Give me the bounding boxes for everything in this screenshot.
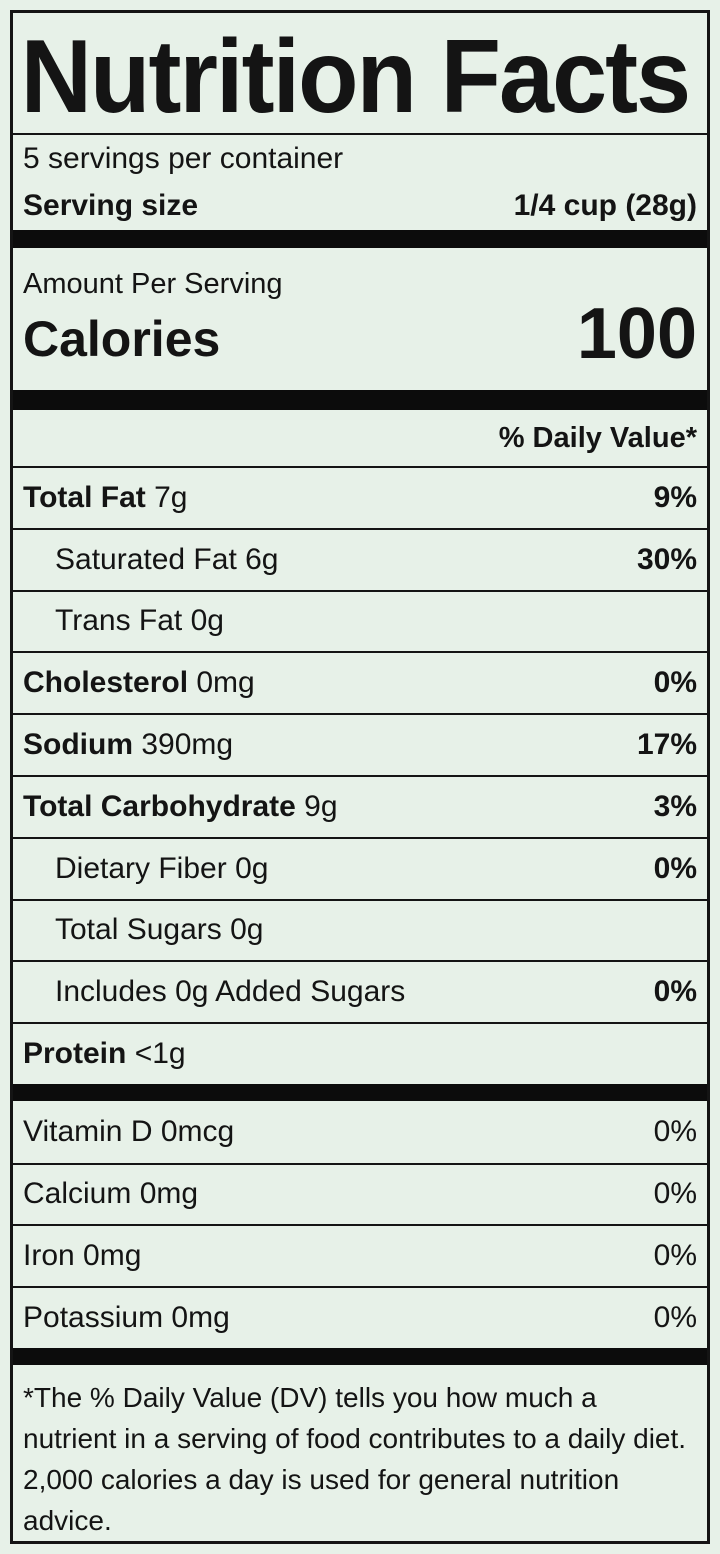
thick-bar-protein (13, 1083, 707, 1101)
nutrient-name: Total Fat (23, 480, 146, 514)
nutrient-row-added-sugars: Includes 0g Added Sugars 0% (13, 960, 707, 1022)
nutrient-amount: 9g (304, 789, 338, 823)
nutrient-dv: 9% (653, 480, 697, 514)
nutrient-name: Vitamin D (23, 1114, 153, 1148)
serving-size-row: Serving size 1/4 cup (28g) (13, 183, 707, 230)
amount-per-serving: Amount Per Serving (23, 268, 283, 301)
nutrient-row-saturated-fat: Saturated Fat 6g 30% (13, 527, 707, 590)
nutrient-row-protein: Protein <1g (13, 1022, 707, 1084)
calories-value: 100 (576, 294, 697, 375)
nutrient-dv: 0% (653, 1114, 697, 1148)
nutrient-amount: 0mg (139, 1177, 199, 1211)
nutrient-dv: 0% (653, 1301, 697, 1335)
calories-label: Calories (23, 311, 221, 368)
nutrient-amount: 0mg (171, 1301, 230, 1335)
nutrient-name: Dietary Fiber (55, 851, 227, 885)
nutrient-name: Total Sugars (55, 913, 222, 947)
micronutrient-row-potassium: Potassium 0mg 0% (13, 1286, 707, 1348)
nutrient-text: Includes 0g Added Sugars (55, 975, 405, 1009)
nutrient-amount: 390mg (141, 728, 234, 762)
nutrient-name: Potassium (23, 1301, 164, 1335)
nutrient-text: Trans Fat 0g (55, 604, 224, 638)
nutrient-amount: 0g (235, 851, 269, 885)
nutrient-name: Cholesterol (23, 666, 189, 700)
thick-bar-calories (13, 390, 707, 411)
nutrient-row-total-sugars: Total Sugars 0g (13, 898, 707, 961)
nutrient-amount: 6g (245, 542, 279, 576)
nutrient-row-dietary-fiber: Dietary Fiber 0g 0% (13, 836, 707, 899)
calories-row: Calories 100 (13, 294, 707, 390)
nutrient-name: Calcium (23, 1177, 132, 1211)
nutrient-dv: 0% (653, 851, 697, 885)
thick-bar-footnote (13, 1347, 707, 1365)
nutrient-amount: 0mg (83, 1239, 142, 1273)
thick-bar-serving (13, 230, 707, 249)
nutrient-amount: <1g (134, 1036, 186, 1070)
nutrient-amount: 0mg (196, 666, 255, 700)
nutrient-text: Calcium 0mg (23, 1177, 198, 1211)
nutrient-text: Protein <1g (23, 1037, 186, 1071)
nutrient-text: Total Sugars 0g (55, 913, 263, 947)
nutrient-amount: 0g (190, 604, 224, 638)
nutrient-name: Sodium (23, 728, 133, 762)
nutrient-name: Saturated Fat (55, 542, 237, 576)
nutrient-name: Includes 0g Added Sugars (55, 975, 406, 1009)
nutrient-dv: 0% (653, 975, 697, 1009)
nutrient-name: Total Carbohydrate (23, 789, 296, 823)
nutrient-amount: 0mcg (160, 1114, 235, 1148)
micronutrient-row-vitamin-d: Vitamin D 0mcg 0% (13, 1101, 707, 1163)
micronutrient-row-calcium: Calcium 0mg 0% (13, 1162, 707, 1225)
nutrient-text: Total Carbohydrate 9g (23, 790, 338, 824)
nutrient-text: Total Fat 7g (23, 481, 188, 515)
nutrient-text: Saturated Fat 6g (55, 543, 279, 577)
nutrition-facts-label: Nutrition Facts 5 servings per container… (10, 10, 710, 1544)
nutrient-row-trans-fat: Trans Fat 0g (13, 589, 707, 652)
daily-value-header: % Daily Value* (498, 421, 697, 454)
nutrient-dv: 0% (653, 666, 697, 700)
label-title: Nutrition Facts (20, 19, 692, 135)
nutrient-row-sodium: Sodium 390mg 17% (13, 713, 707, 775)
nutrient-text: Vitamin D 0mcg (23, 1115, 234, 1149)
nutrient-dv: 0% (653, 1177, 697, 1211)
nutrient-row-cholesterol: Cholesterol 0mg 0% (13, 651, 707, 713)
serving-size-value: 1/4 cup (28g) (513, 189, 697, 223)
nutrient-text: Sodium 390mg (23, 728, 233, 762)
nutrient-row-total-carbohydrate: Total Carbohydrate 9g 3% (13, 774, 707, 837)
nutrient-amount: 0g (230, 913, 264, 947)
nutrient-amount: 7g (154, 480, 188, 514)
nutrient-dv: 30% (636, 542, 697, 576)
nutrient-text: Cholesterol 0mg (23, 666, 255, 700)
nutrient-name: Iron (23, 1239, 75, 1273)
nutrient-dv: 17% (636, 728, 697, 762)
nutrient-text: Potassium 0mg (23, 1301, 230, 1335)
title-divider (13, 132, 707, 135)
nutrient-row-total-fat: Total Fat 7g 9% (13, 466, 707, 528)
micronutrient-row-iron: Iron 0mg 0% (13, 1224, 707, 1286)
serving-size-label: Serving size (23, 189, 199, 223)
daily-value-footnote: *The % Daily Value (DV) tells you how mu… (23, 1381, 687, 1536)
nutrient-dv: 3% (653, 789, 697, 823)
nutrient-text: Dietary Fiber 0g (55, 852, 268, 886)
nutrient-name: Trans Fat (55, 604, 183, 638)
nutrient-text: Iron 0mg (23, 1239, 141, 1273)
servings-per-container: 5 servings per container (23, 141, 344, 175)
nutrient-name: Protein (23, 1036, 127, 1070)
nutrient-dv: 0% (653, 1239, 697, 1273)
